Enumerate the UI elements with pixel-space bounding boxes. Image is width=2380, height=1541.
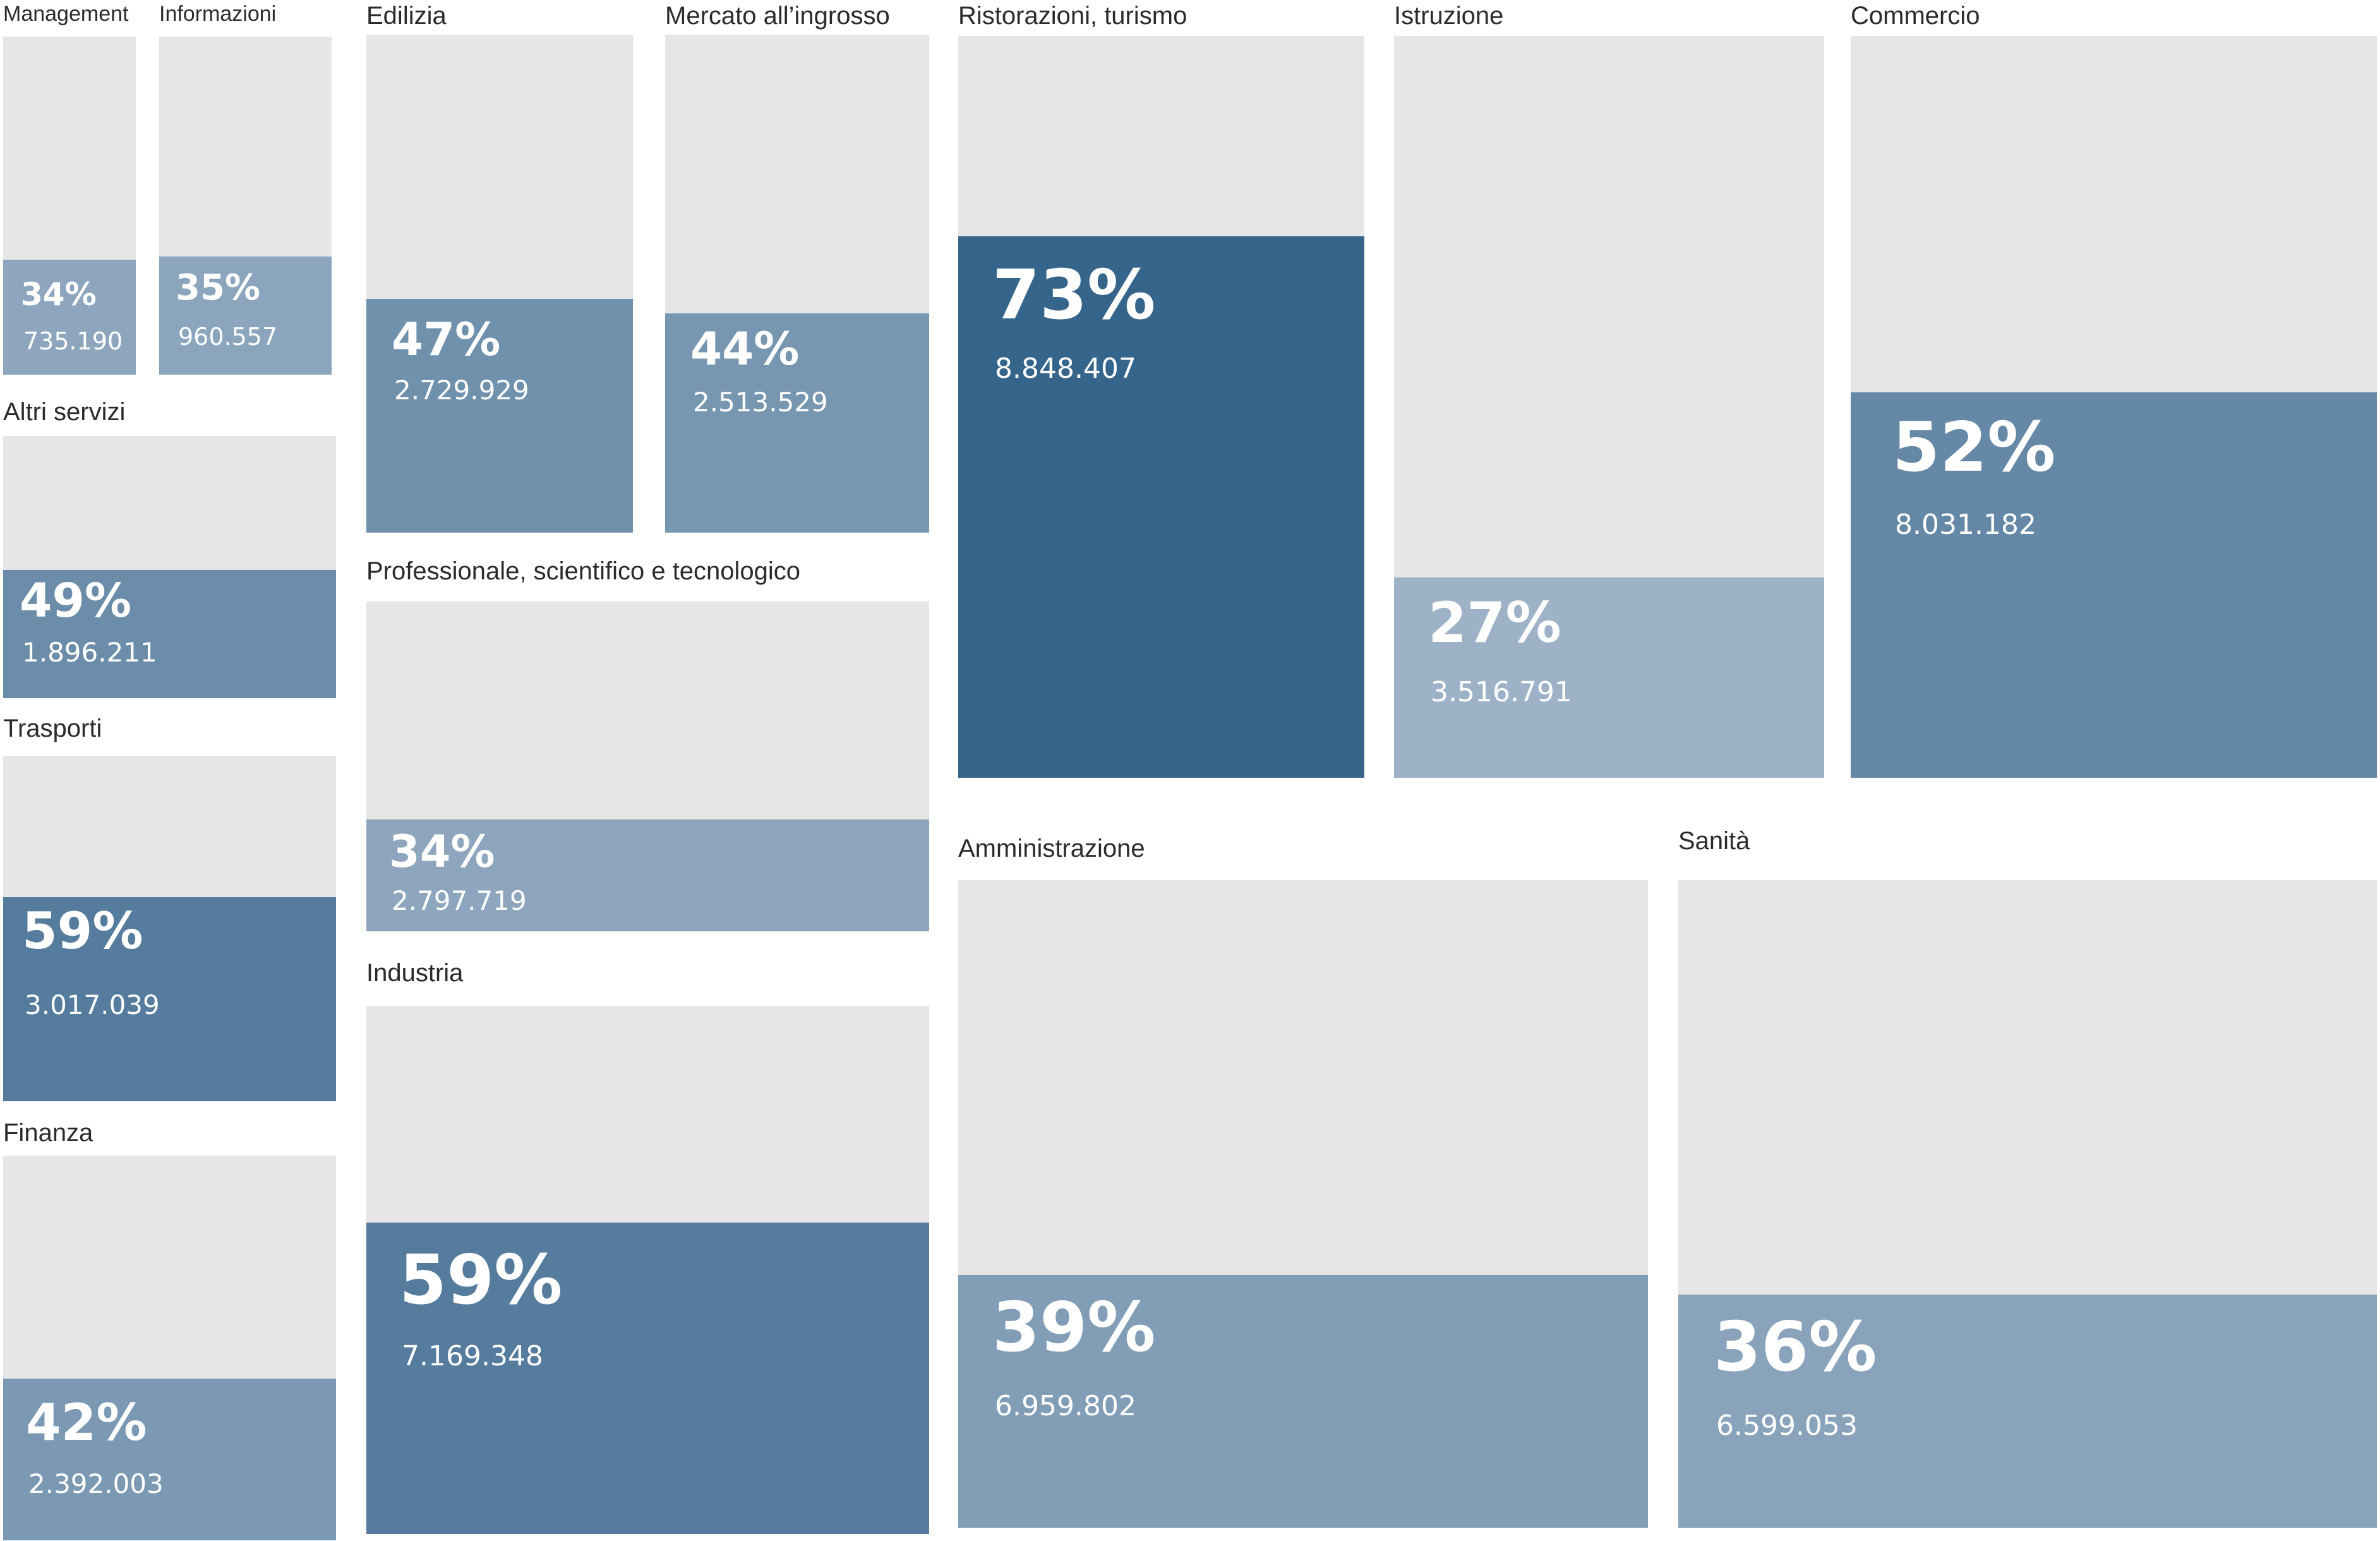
tile-edilizia: Edilizia 47% 2.729.929 [366, 3, 633, 533]
tile-box: 39% 6.959.802 [958, 880, 1648, 1528]
tile-industria: Industria 59% 7.169.348 [366, 960, 929, 1534]
tile-count: 6.599.053 [1716, 1410, 1858, 1442]
tile-label: Professionale, scientifico e tecnologico [366, 557, 801, 585]
tile-count: 6.959.802 [995, 1390, 1136, 1422]
tile-percent: 73% [992, 256, 1156, 335]
tile-box: 73% 8.848.407 [958, 36, 1364, 778]
tile-professionale-scientifico-e-tecnologico: Professionale, scientifico e tecnologico… [366, 559, 929, 931]
tile-box: 44% 2.513.529 [665, 35, 929, 533]
tile-box: 36% 6.599.053 [1678, 880, 2377, 1528]
tile-count: 2.797.719 [392, 885, 527, 916]
tile-count: 3.516.791 [1431, 676, 1572, 708]
tile-percent: 36% [1714, 1308, 1877, 1387]
tile-percent: 42% [26, 1393, 147, 1452]
tile-commercio: Commercio 52% 8.031.182 [1851, 3, 2377, 778]
tile-fill-bar: 52% 8.031.182 [1851, 392, 2377, 778]
tile-fill-bar: 27% 3.516.791 [1394, 577, 1824, 778]
tile-label: Trasporti [3, 715, 102, 742]
tile-box: 49% 1.896.211 [3, 436, 336, 698]
tile-count: 3.017.039 [25, 989, 160, 1020]
tile-label: Edilizia [366, 2, 447, 30]
tile-box: 47% 2.729.929 [366, 35, 633, 533]
tile-fill-bar: 42% 2.392.003 [3, 1379, 336, 1540]
tile-box: 59% 7.169.348 [366, 1006, 929, 1534]
tile-label: Finanza [3, 1119, 93, 1147]
tile-count: 1.896.211 [22, 637, 157, 668]
tile-box: 42% 2.392.003 [3, 1156, 336, 1540]
tile-fill-bar: 49% 1.896.211 [3, 570, 336, 698]
tile-fill-bar: 47% 2.729.929 [366, 299, 633, 533]
tile-count: 2.513.529 [693, 387, 828, 418]
tile-altri-servizi: Altri servizi 49% 1.896.211 [3, 399, 336, 698]
tile-label: Sanità [1678, 827, 1750, 855]
tile-box: 59% 3.017.039 [3, 756, 336, 1101]
tile-percent: 49% [20, 574, 132, 628]
tile-fill-bar: 39% 6.959.802 [958, 1275, 1648, 1528]
tile-amministrazione: Amministrazione 39% 6.959.802 [958, 836, 1648, 1528]
tile-label: Istruzione [1394, 2, 1504, 30]
tile-count: 2.392.003 [28, 1468, 164, 1499]
tile-count: 960.557 [178, 323, 278, 351]
tile-box: 34% 735.190 [3, 37, 136, 375]
tile-label: Commercio [1851, 2, 1980, 30]
tile-box: 35% 960.557 [159, 37, 332, 375]
tile-fill-bar: 36% 6.599.053 [1678, 1295, 2377, 1528]
tile-count: 8.848.407 [995, 353, 1136, 385]
tile-sanita: Sanità 36% 6.599.053 [1678, 828, 2377, 1528]
tile-percent: 39% [992, 1288, 1156, 1367]
tile-trasporti: Trasporti 59% 3.017.039 [3, 716, 336, 1101]
tile-count: 8.031.182 [1895, 509, 2036, 541]
tile-informazioni: Informazioni 35% 960.557 [159, 3, 332, 375]
tile-finanza: Finanza 42% 2.392.003 [3, 1120, 336, 1540]
tile-label: Mercato all’ingrosso [665, 2, 890, 30]
tile-fill-bar: 59% 7.169.348 [366, 1223, 929, 1534]
tile-label: Management [3, 2, 129, 26]
tile-count: 2.729.929 [394, 375, 529, 406]
tile-count: 7.169.348 [402, 1340, 543, 1372]
tile-fill-bar: 34% 2.797.719 [366, 819, 929, 931]
tile-percent: 27% [1428, 590, 1561, 655]
tile-management: Management 34% 735.190 [3, 3, 136, 375]
tile-mercato-all-ingrosso: Mercato all’ingrosso 44% 2.513.529 [665, 3, 929, 533]
tile-fill-bar: 73% 8.848.407 [958, 236, 1364, 778]
tile-fill-bar: 35% 960.557 [159, 257, 332, 375]
tile-ristorazioni-turismo: Ristorazioni, turismo 73% 8.848.407 [958, 3, 1364, 778]
tile-label: Amministrazione [958, 835, 1145, 862]
tile-label: Ristorazioni, turismo [958, 2, 1187, 30]
tile-percent: 59% [22, 902, 143, 960]
tile-box: 34% 2.797.719 [366, 601, 929, 931]
tile-label: Altri servizi [3, 398, 126, 426]
tile-percent: 47% [392, 313, 501, 366]
tile-percent: 34% [389, 826, 495, 878]
tile-box: 27% 3.516.791 [1394, 36, 1824, 778]
tile-percent: 44% [690, 322, 800, 375]
tile-fill-bar: 44% 2.513.529 [665, 313, 929, 533]
tile-percent: 59% [399, 1241, 563, 1320]
tile-percent: 34% [21, 276, 97, 313]
tile-box: 52% 8.031.182 [1851, 36, 2377, 778]
tile-fill-bar: 59% 3.017.039 [3, 897, 336, 1101]
tile-label: Industria [366, 959, 464, 987]
tile-percent: 35% [176, 267, 261, 308]
tile-fill-bar: 34% 735.190 [3, 260, 136, 375]
tile-istruzione: Istruzione 27% 3.516.791 [1394, 3, 1824, 778]
tile-percent: 52% [1892, 408, 2056, 487]
tile-count: 735.190 [23, 327, 123, 355]
tile-label: Informazioni [159, 2, 277, 26]
